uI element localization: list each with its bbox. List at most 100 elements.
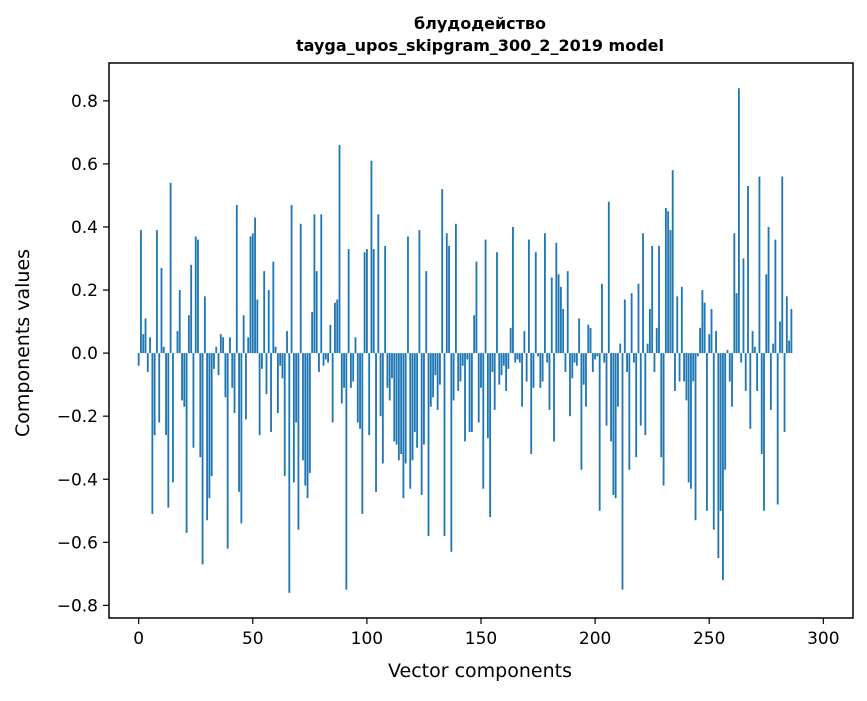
bar-component-178 bbox=[544, 233, 546, 353]
bar-component-86 bbox=[334, 303, 336, 353]
bar-component-203 bbox=[601, 284, 603, 353]
bar-component-6 bbox=[151, 353, 153, 514]
bar-component-251 bbox=[711, 309, 713, 353]
bar-component-101 bbox=[368, 353, 370, 435]
bar-component-237 bbox=[679, 353, 681, 381]
bar-component-262 bbox=[736, 293, 738, 353]
bar-component-34 bbox=[215, 347, 217, 353]
bar-component-177 bbox=[542, 353, 544, 381]
bar-component-125 bbox=[423, 353, 425, 444]
bar-component-242 bbox=[690, 353, 692, 489]
bar-component-106 bbox=[380, 353, 382, 416]
bar-component-33 bbox=[213, 353, 215, 369]
bar-component-0 bbox=[138, 353, 140, 366]
bar-component-224 bbox=[649, 309, 651, 353]
bar-component-210 bbox=[617, 353, 619, 407]
bar-component-12 bbox=[165, 353, 167, 435]
bar-component-118 bbox=[407, 236, 409, 353]
bar-component-264 bbox=[740, 353, 742, 362]
bar-component-194 bbox=[581, 353, 583, 470]
bar-component-248 bbox=[704, 303, 706, 353]
bar-component-189 bbox=[569, 353, 571, 416]
bar-component-44 bbox=[238, 353, 240, 492]
bar-component-136 bbox=[448, 246, 450, 353]
bar-component-249 bbox=[706, 353, 708, 511]
bar-component-164 bbox=[512, 227, 514, 353]
bar-component-11 bbox=[163, 347, 165, 353]
bar-component-104 bbox=[375, 353, 377, 492]
bar-component-30 bbox=[206, 353, 208, 520]
bar-component-258 bbox=[727, 350, 729, 353]
bar-component-197 bbox=[587, 325, 589, 353]
bar-component-40 bbox=[229, 337, 231, 353]
bar-component-209 bbox=[615, 353, 617, 498]
bar-component-120 bbox=[412, 353, 414, 460]
bar-component-241 bbox=[688, 353, 690, 482]
bar-component-55 bbox=[263, 271, 265, 353]
bar-component-284 bbox=[786, 296, 788, 353]
bar-component-10 bbox=[161, 268, 163, 353]
bar-component-70 bbox=[298, 353, 300, 530]
bar-component-91 bbox=[345, 353, 347, 590]
bar-component-87 bbox=[336, 300, 338, 354]
bar-component-215 bbox=[628, 353, 630, 470]
bar-component-22 bbox=[188, 315, 190, 353]
bar-component-26 bbox=[197, 240, 199, 354]
bar-component-201 bbox=[596, 353, 598, 356]
bar-component-17 bbox=[177, 331, 179, 353]
bar-component-156 bbox=[494, 353, 496, 410]
bar-component-116 bbox=[402, 353, 404, 498]
bar-component-97 bbox=[359, 353, 361, 429]
bar-component-82 bbox=[325, 353, 327, 359]
bar-component-187 bbox=[565, 353, 567, 372]
bar-component-84 bbox=[329, 325, 331, 353]
bar-component-134 bbox=[444, 353, 446, 536]
bar-component-176 bbox=[539, 353, 541, 388]
bar-component-53 bbox=[259, 353, 261, 435]
bar-component-96 bbox=[357, 353, 359, 422]
bar-component-32 bbox=[211, 353, 213, 476]
bar-component-8 bbox=[156, 230, 158, 353]
bar-component-196 bbox=[585, 353, 587, 407]
bar-component-255 bbox=[720, 353, 722, 511]
bar-component-62 bbox=[279, 353, 281, 366]
bar-component-3 bbox=[145, 318, 147, 353]
bar-component-191 bbox=[574, 353, 576, 362]
y-tick-label: −0.4 bbox=[57, 470, 98, 490]
bar-component-58 bbox=[270, 353, 272, 432]
bar-component-110 bbox=[389, 353, 391, 400]
bar-component-36 bbox=[220, 334, 222, 353]
bar-component-270 bbox=[754, 347, 756, 353]
y-tick-label: 0.8 bbox=[71, 92, 98, 112]
x-tick-label: 250 bbox=[693, 629, 725, 649]
bar-component-4 bbox=[147, 353, 149, 372]
bar-component-174 bbox=[535, 252, 537, 353]
bar-component-127 bbox=[428, 353, 430, 536]
bar-component-182 bbox=[553, 353, 555, 441]
bar-component-247 bbox=[701, 290, 703, 353]
bar-component-231 bbox=[665, 208, 667, 353]
bar-component-192 bbox=[576, 353, 578, 366]
bar-component-35 bbox=[218, 353, 220, 375]
bar-component-29 bbox=[204, 296, 206, 353]
bar-component-74 bbox=[307, 353, 309, 498]
bar-component-229 bbox=[660, 353, 662, 457]
bar-component-217 bbox=[633, 353, 635, 362]
bar-component-89 bbox=[341, 353, 343, 403]
bar-component-233 bbox=[670, 230, 672, 353]
bar-component-175 bbox=[537, 353, 539, 356]
bar-component-179 bbox=[546, 353, 548, 362]
bar-component-113 bbox=[396, 353, 398, 444]
bar-component-166 bbox=[517, 353, 519, 359]
bar-component-198 bbox=[590, 328, 592, 353]
bar-component-183 bbox=[555, 243, 557, 353]
bar-component-99 bbox=[364, 252, 366, 353]
bar-component-159 bbox=[501, 353, 503, 375]
bar-component-69 bbox=[295, 353, 297, 422]
chart-title-line-1: блудодейство bbox=[414, 14, 546, 33]
bar-component-129 bbox=[432, 353, 434, 397]
bar-component-28 bbox=[202, 353, 204, 564]
bar-component-285 bbox=[788, 341, 790, 354]
bar-component-202 bbox=[599, 353, 601, 511]
